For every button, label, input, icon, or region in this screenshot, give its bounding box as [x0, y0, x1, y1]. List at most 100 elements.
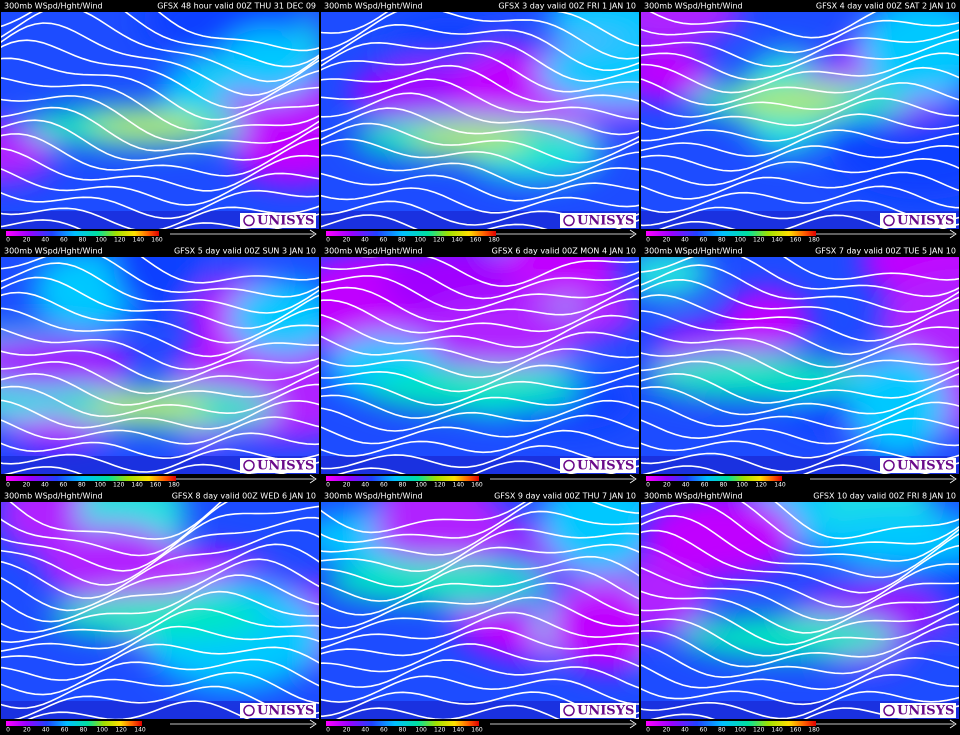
colorbar-label: 40 [681, 237, 689, 244]
height-contour [321, 275, 639, 311]
colorbar-label: 0 [646, 237, 650, 244]
forecast-panel: 300mb WSpd/Hght/Wind GFSX 8 day valid 00Z… [0, 490, 320, 735]
wind-field [321, 502, 639, 673]
map-area [641, 257, 959, 474]
bottom-band [1, 211, 319, 229]
jet-max [410, 128, 530, 149]
height-contour [337, 460, 639, 474]
colorbar-label: 100 [737, 482, 749, 489]
colorbar-label: 160 [470, 237, 482, 244]
height-contour [321, 331, 639, 364]
height-contour [1, 205, 319, 229]
logo-text: UNISYS [897, 704, 954, 719]
wind-blob [371, 502, 522, 563]
logo: UNISYS [240, 213, 316, 229]
colorbar-label: 120 [433, 237, 445, 244]
colorbar [646, 721, 816, 726]
colorbar-label: 120 [114, 237, 126, 244]
colorbar-label: 40 [42, 727, 50, 734]
colorbar-label: 60 [701, 482, 709, 489]
panel-valid-time: GFSX 48 hour valid 00Z THU 31 DEC 09 [157, 2, 316, 11]
colorbar-label: 20 [343, 727, 351, 734]
height-contour [1, 349, 319, 383]
colorbar-label: 100 [415, 482, 427, 489]
height-contour [641, 257, 959, 298]
logo-text: UNISYS [577, 459, 634, 474]
colorbar-label: 40 [41, 237, 49, 244]
colorbar-label: 100 [95, 237, 107, 244]
height-contour [321, 372, 639, 406]
height-contour [641, 462, 959, 474]
colorbar-label: 100 [414, 237, 426, 244]
colorbar-label: 0 [646, 482, 650, 489]
forecast-panel: 300mb WSpd/Hght/Wind GFSX 48 hour valid 0… [0, 0, 320, 245]
panel-title: 300mb WSpd/Hght/Wind [644, 2, 743, 11]
colorbar-label: 100 [97, 727, 109, 734]
footer-arrowhead [629, 229, 637, 239]
height-contour [321, 23, 639, 72]
height-contour [649, 12, 877, 39]
colorbar-label: 80 [78, 482, 86, 489]
logo-box [560, 458, 636, 473]
height-contour [321, 154, 639, 190]
forecast-panel: 300mb WSpd/Hght/Wind GFSX 10 day valid 00… [640, 490, 960, 735]
height-contour [9, 502, 223, 540]
height-contour [321, 659, 639, 689]
footer-arrowhead [949, 719, 957, 729]
height-contour [360, 257, 639, 287]
height-contour [641, 590, 959, 634]
header-bar [0, 245, 320, 257]
logo: UNISYS [560, 703, 636, 719]
forecast-panel: 300mb WSpd/Hght/Wind GFSX 4 day valid 00Z… [640, 0, 960, 245]
bottom-band [321, 211, 639, 229]
colorbar-label: 60 [60, 482, 68, 489]
height-contour [3, 461, 319, 474]
colorbar-label: 140 [133, 237, 145, 244]
height-contour [641, 690, 959, 719]
height-contour [1, 257, 319, 298]
height-contour [321, 528, 639, 573]
colorbar [6, 231, 159, 236]
height-contour [321, 64, 639, 103]
wind-blob [859, 12, 959, 100]
footer-arrowhead [309, 229, 317, 239]
height-contour [1, 262, 319, 314]
height-contour [321, 543, 639, 588]
logo: UNISYS [240, 458, 316, 474]
height-contour [1, 416, 319, 445]
panel-valid-time: GFSX 3 day valid 00Z FRI 1 JAN 10 [498, 2, 636, 11]
wind-blob [229, 114, 319, 186]
height-contour [1, 95, 319, 142]
height-contour [321, 52, 639, 93]
height-contour [641, 171, 959, 200]
height-contour [641, 515, 959, 579]
height-contour [321, 92, 639, 136]
forecast-panel: 300mb WSpd/Hght/Wind GFSX 7 day valid 00Z… [640, 245, 960, 490]
logo-box [880, 458, 956, 473]
colorbar-label: 160 [790, 727, 802, 734]
height-contour [641, 278, 959, 328]
logo: UNISYS [880, 458, 956, 474]
colorbar-label: 120 [753, 727, 765, 734]
colorbar-label: 0 [326, 727, 330, 734]
footer-arrowhead [949, 474, 957, 484]
logo: UNISYS [880, 703, 956, 719]
colorbar [6, 476, 176, 481]
logo-text: UNISYS [577, 214, 634, 229]
logo-text: UNISYS [577, 704, 634, 719]
panel-valid-time: GFSX 4 day valid 00Z SAT 2 JAN 10 [816, 2, 956, 11]
height-contour [1, 361, 319, 395]
logo-text: UNISYS [257, 214, 314, 229]
footer-arrowhead [629, 719, 637, 729]
height-contour [641, 529, 959, 594]
forecast-panel: 300mb WSpd/Hght/Wind GFSX 9 day valid 00Z… [320, 490, 640, 735]
height-contour [321, 568, 639, 616]
height-contour [1, 671, 319, 710]
colorbar-label: 120 [434, 482, 446, 489]
height-contour [140, 257, 319, 284]
colorbar-label: 20 [663, 237, 671, 244]
wind-field [641, 502, 959, 670]
logo-copyright [883, 214, 895, 227]
height-contour [321, 122, 639, 164]
